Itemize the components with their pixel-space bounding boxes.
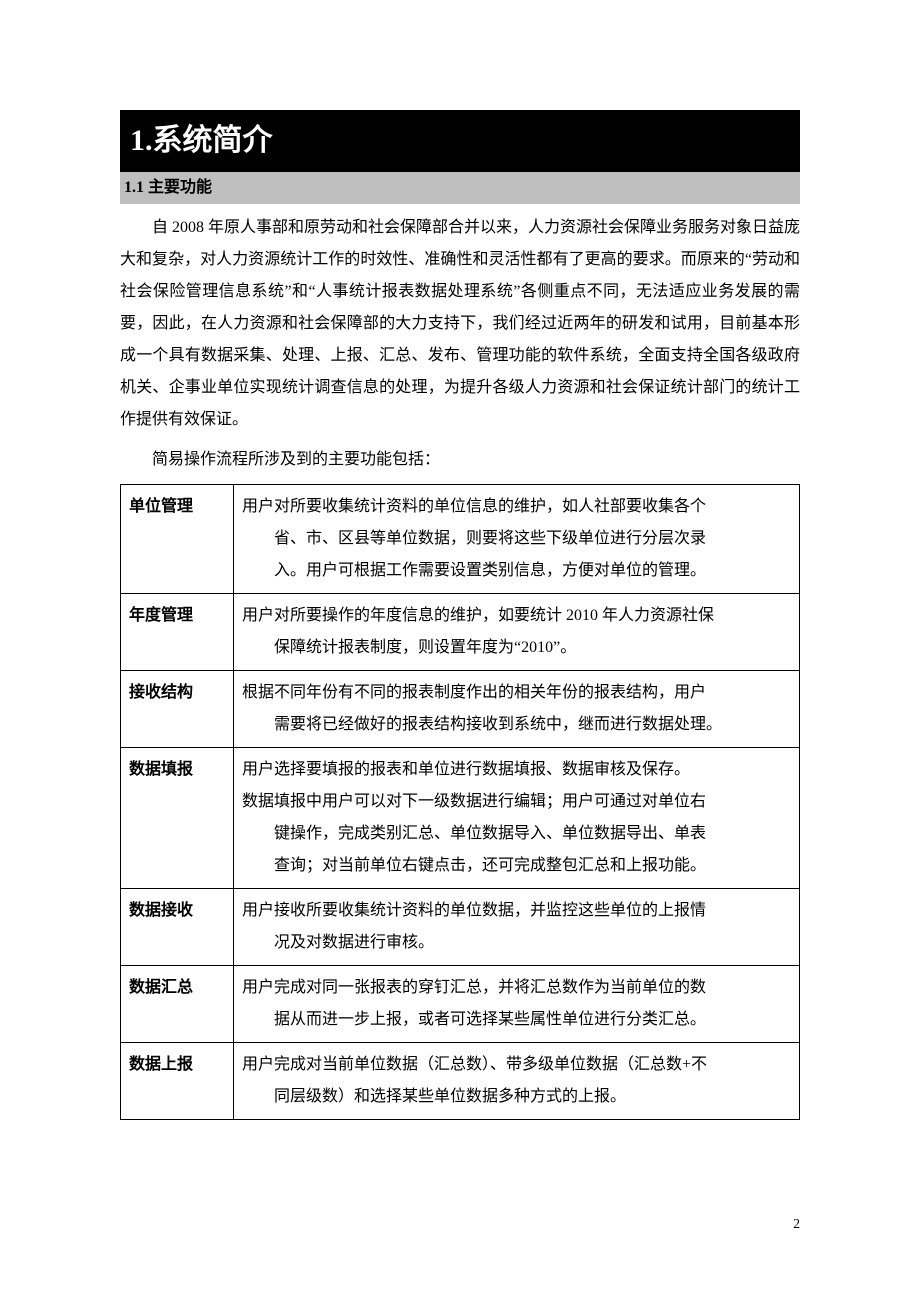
row-description: 用户接收所要收集统计资料的单位数据，并监控这些单位的上报情况及对数据进行审核。 xyxy=(234,889,800,966)
row-description: 根据不同年份有不同的报表制度作出的相关年份的报表结构，用户需要将已经做好的报表结… xyxy=(234,671,800,748)
row-label: 数据上报 xyxy=(121,1043,234,1120)
row-description: 用户完成对同一张报表的穿钉汇总，并将汇总数作为当前单位的数据从而进一步上报，或者… xyxy=(234,966,800,1043)
table-row: 接收结构根据不同年份有不同的报表制度作出的相关年份的报表结构，用户需要将已经做好… xyxy=(121,671,800,748)
document-page: 1.系统简介 1.1 主要功能 自 2008 年原人事部和原劳动和社会保障部合并… xyxy=(0,0,920,1302)
desc-line: 用户接收所要收集统计资料的单位数据，并监控这些单位的上报情 xyxy=(242,895,791,927)
desc-line: 保障统计报表制度，则设置年度为“2010”。 xyxy=(242,632,791,664)
desc-line: 键操作，完成类别汇总、单位数据导入、单位数据导出、单表 xyxy=(242,818,791,850)
desc-line: 用户对所要操作的年度信息的维护，如要统计 2010 年人力资源社保 xyxy=(242,600,791,632)
heading-2-text: 主要功能 xyxy=(148,179,212,196)
row-label: 数据填报 xyxy=(121,748,234,889)
heading-1-text: 系统简介 xyxy=(153,124,273,157)
desc-line: 用户选择要填报的报表和单位进行数据填报、数据审核及保存。 xyxy=(242,754,791,786)
table-row: 数据汇总用户完成对同一张报表的穿钉汇总，并将汇总数作为当前单位的数据从而进一步上… xyxy=(121,966,800,1043)
row-label: 数据接收 xyxy=(121,889,234,966)
row-description: 用户对所要收集统计资料的单位信息的维护，如人社部要收集各个省、市、区县等单位数据… xyxy=(234,485,800,594)
desc-line: 据从而进一步上报，或者可选择某些属性单位进行分类汇总。 xyxy=(242,1004,791,1036)
heading-2: 1.1 主要功能 xyxy=(120,172,800,204)
heading-1-number: 1. xyxy=(130,124,153,157)
row-description: 用户完成对当前单位数据（汇总数）、带多级单位数据（汇总数+不同层级数）和选择某些… xyxy=(234,1043,800,1120)
table-row: 数据接收用户接收所要收集统计资料的单位数据，并监控这些单位的上报情况及对数据进行… xyxy=(121,889,800,966)
desc-line: 需要将已经做好的报表结构接收到系统中，继而进行数据处理。 xyxy=(242,709,791,741)
page-number: 2 xyxy=(793,1216,800,1232)
desc-line: 查询；对当前单位右键点击，还可完成整包汇总和上报功能。 xyxy=(242,850,791,882)
desc-line: 根据不同年份有不同的报表制度作出的相关年份的报表结构，用户 xyxy=(242,677,791,709)
desc-line: 用户完成对同一张报表的穿钉汇总，并将汇总数作为当前单位的数 xyxy=(242,972,791,1004)
desc-line: 数据填报中用户可以对下一级数据进行编辑；用户可通过对单位右 xyxy=(242,786,791,818)
desc-line: 入。用户可根据工作需要设置类别信息，方便对单位的管理。 xyxy=(242,555,791,587)
row-description: 用户选择要填报的报表和单位进行数据填报、数据审核及保存。数据填报中用户可以对下一… xyxy=(234,748,800,889)
row-label: 单位管理 xyxy=(121,485,234,594)
function-table-body: 单位管理用户对所要收集统计资料的单位信息的维护，如人社部要收集各个省、市、区县等… xyxy=(121,485,800,1120)
paragraph-intro: 自 2008 年原人事部和原劳动和社会保障部合并以来，人力资源社会保障业务服务对… xyxy=(120,212,800,436)
paragraph-lead: 简易操作流程所涉及到的主要功能包括： xyxy=(120,444,800,476)
desc-line: 同层级数）和选择某些单位数据多种方式的上报。 xyxy=(242,1081,791,1113)
row-label: 数据汇总 xyxy=(121,966,234,1043)
table-row: 单位管理用户对所要收集统计资料的单位信息的维护，如人社部要收集各个省、市、区县等… xyxy=(121,485,800,594)
desc-line: 省、市、区县等单位数据，则要将这些下级单位进行分层次录 xyxy=(242,523,791,555)
desc-line: 用户完成对当前单位数据（汇总数）、带多级单位数据（汇总数+不 xyxy=(242,1049,791,1081)
heading-2-number: 1.1 xyxy=(124,179,148,196)
function-table: 单位管理用户对所要收集统计资料的单位信息的维护，如人社部要收集各个省、市、区县等… xyxy=(120,484,800,1120)
row-label: 接收结构 xyxy=(121,671,234,748)
row-description: 用户对所要操作的年度信息的维护，如要统计 2010 年人力资源社保保障统计报表制… xyxy=(234,594,800,671)
row-label: 年度管理 xyxy=(121,594,234,671)
table-row: 数据填报用户选择要填报的报表和单位进行数据填报、数据审核及保存。数据填报中用户可… xyxy=(121,748,800,889)
desc-line: 况及对数据进行审核。 xyxy=(242,927,791,959)
table-row: 数据上报用户完成对当前单位数据（汇总数）、带多级单位数据（汇总数+不同层级数）和… xyxy=(121,1043,800,1120)
table-row: 年度管理用户对所要操作的年度信息的维护，如要统计 2010 年人力资源社保保障统… xyxy=(121,594,800,671)
heading-1: 1.系统简介 xyxy=(120,110,800,172)
desc-line: 用户对所要收集统计资料的单位信息的维护，如人社部要收集各个 xyxy=(242,491,791,523)
